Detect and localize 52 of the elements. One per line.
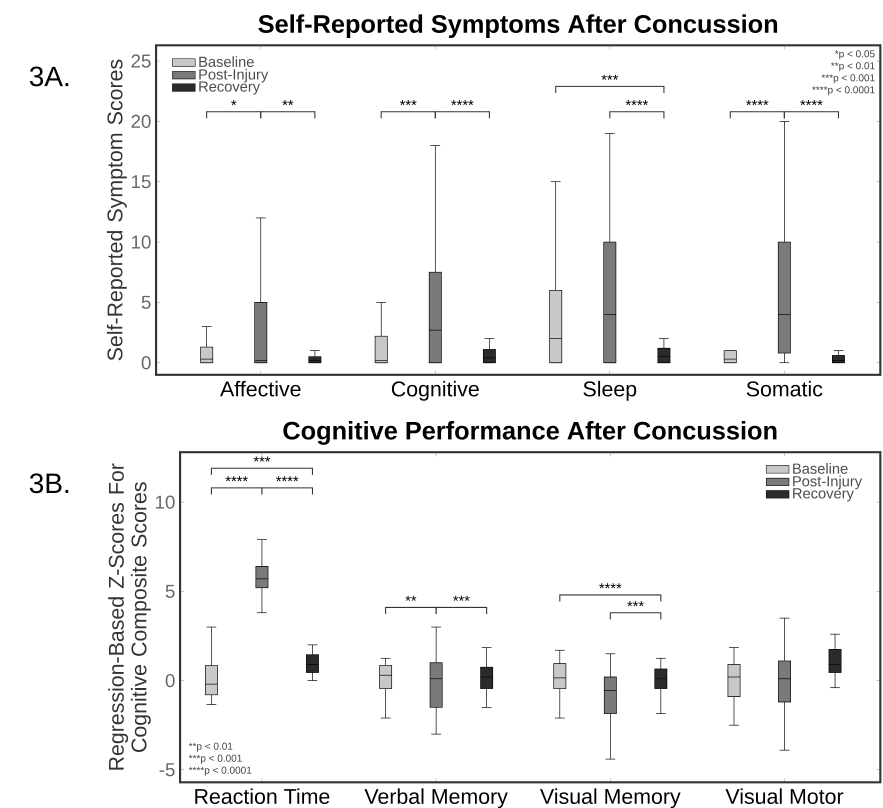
y-axis-title: Regression-Based Z-Scores For Cognitive Composite Scores (108, 463, 151, 770)
x-tick-label: Cognitive (392, 380, 479, 401)
annotation: ***p < 0.001 (188, 754, 242, 764)
annotation: **p < 0.01 (831, 62, 875, 72)
y-tick-label: 5 (166, 584, 175, 598)
annotation: ***p < 0.001 (822, 74, 875, 84)
annotation: ****p < 0.0001 (812, 86, 875, 96)
annotation: **** (451, 100, 474, 106)
annotation: *p < 0.05 (834, 50, 875, 60)
x-tick-label: Affective (220, 380, 301, 396)
y-tick-label: 5 (142, 296, 151, 309)
legend-label: Baseline (793, 462, 848, 474)
annotation: *** (601, 74, 618, 80)
legend-label: Post-Injury (199, 68, 268, 82)
x-tick-label: Reaction Time (195, 788, 330, 804)
y-axis-title: Self-Reported Symptom Scores (106, 60, 127, 360)
annotation: ** (282, 100, 294, 106)
chart-title: Cognitive Performance After Concussion (283, 420, 776, 445)
x-tick-label: Visual Memory (540, 788, 681, 808)
annotation: **** (746, 100, 768, 106)
annotation: **** (225, 476, 248, 482)
legend-label: Post-Injury (793, 476, 862, 490)
annotation: *** (254, 456, 270, 462)
annotation: ****p < 0.0001 (188, 766, 252, 776)
text: 3B. (30, 473, 68, 494)
x-tick-label: Verbal Memory (364, 788, 508, 808)
y-tick-label: 20 (132, 114, 151, 128)
annotation: **** (276, 476, 298, 482)
legend-label: Recovery (199, 81, 260, 94)
annotation: **** (800, 100, 823, 106)
y-tick-label: -5 (160, 763, 175, 776)
y-tick-label: 10 (156, 495, 175, 509)
annotation: **** (626, 100, 648, 106)
y-tick-label: 0 (166, 674, 175, 688)
annotation: * (231, 100, 236, 106)
x-tick-label: Somatic (746, 380, 822, 396)
x-tick-label: Visual Motor (726, 788, 844, 804)
annotation: *** (453, 596, 470, 601)
x-tick-label: Sleep (583, 380, 636, 401)
annotation: ** (405, 596, 416, 601)
text: 3A. (30, 66, 68, 86)
annotation: **p < 0.01 (188, 742, 232, 752)
legend-label: Baseline (199, 56, 254, 67)
y-tick-label: 0 (142, 356, 151, 370)
legend-label: Recovery (793, 488, 854, 502)
y-tick-label: 25 (132, 54, 151, 68)
annotation: *** (627, 600, 644, 606)
annotation: *** (400, 100, 417, 106)
y-tick-label: 10 (132, 235, 151, 249)
chart-title: Self-Reported Symptoms After Concussion (258, 14, 778, 38)
annotation: **** (599, 583, 622, 588)
y-tick-label: 15 (132, 175, 151, 188)
